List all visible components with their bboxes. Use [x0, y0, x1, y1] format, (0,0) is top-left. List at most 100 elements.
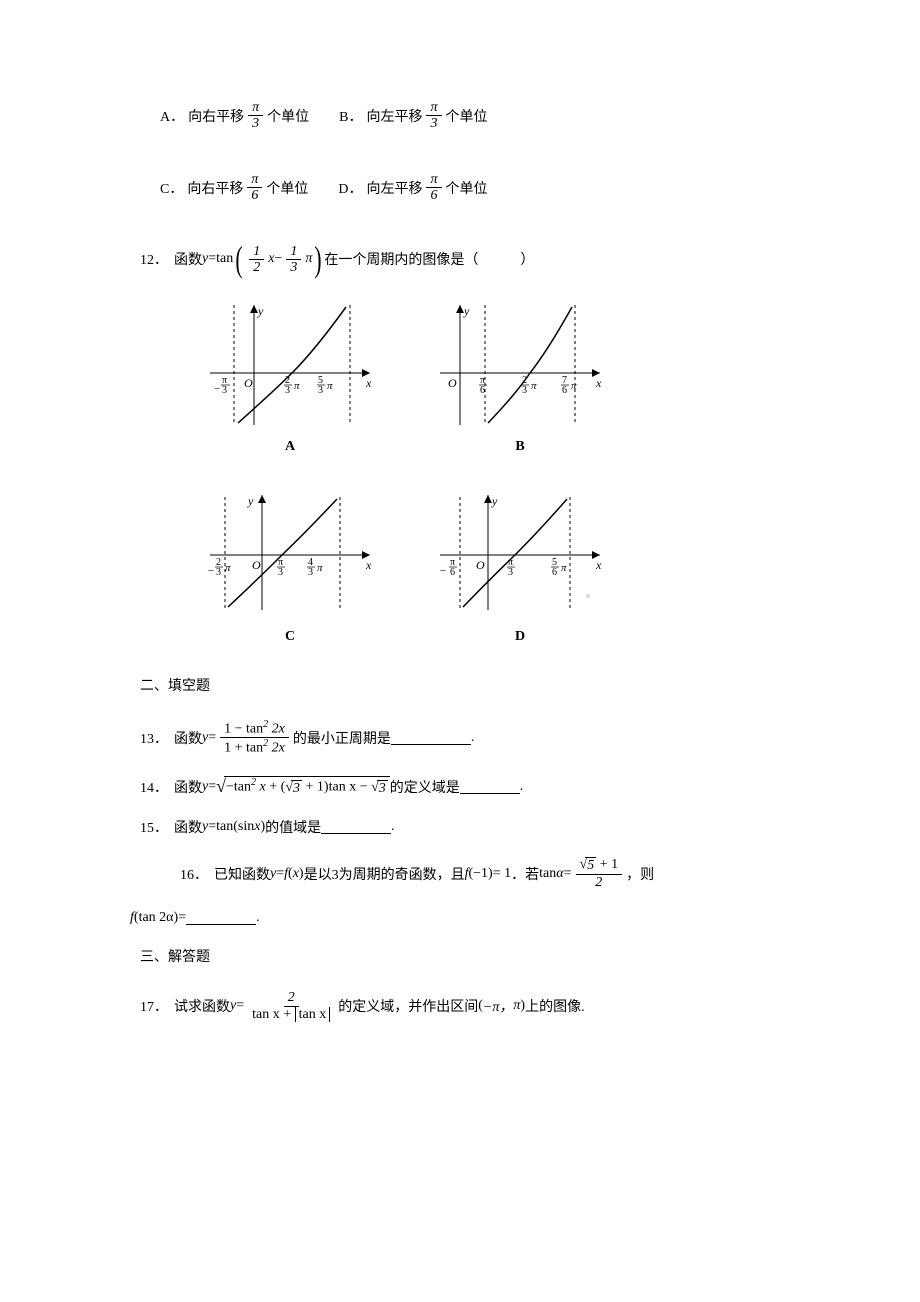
- svg-text:y: y: [491, 494, 498, 508]
- option-c-frac: π 6: [247, 172, 262, 204]
- graph-b: y x O π6 23 π 76 π B: [430, 295, 610, 455]
- q14: 14． 函数 y = √ −tan2 x + (√3 + 1)tan x − √…: [140, 776, 780, 797]
- q17: 17． 试求函数 y = 2 tan x + tan x 的定义域，并作出区间 …: [140, 990, 780, 1022]
- q13-suffix: 的最小正周期是: [293, 728, 391, 748]
- q17-formula: y = 2 tan x + tan x: [230, 990, 338, 1022]
- option-a-text1: 向右平移: [188, 106, 244, 126]
- graph-d: y x O − π6 π3 56 π 。 D: [430, 485, 610, 645]
- svg-text:−: −: [440, 565, 446, 577]
- graph-row-2: y x O − 23 π π3 43 π C y x O − π: [200, 485, 780, 645]
- option-b: B． 向左平移 π 3 个单位: [339, 100, 487, 132]
- option-a: A． 向右平移 π 3 个单位: [160, 100, 309, 132]
- svg-text:O: O: [244, 376, 253, 390]
- option-c: C． 向右平移 π 6 个单位: [160, 172, 308, 204]
- graph-d-svg: y x O − π6 π3 56 π 。: [430, 485, 610, 625]
- svg-text:x: x: [365, 558, 372, 572]
- svg-text:π: π: [327, 380, 333, 392]
- svg-text:O: O: [476, 558, 485, 572]
- svg-text:O: O: [252, 558, 261, 572]
- svg-text:23: 23: [216, 557, 221, 578]
- q13-period: .: [471, 730, 475, 746]
- option-a-frac: π 3: [248, 100, 263, 132]
- svg-text:x: x: [595, 558, 602, 572]
- option-b-frac: π 3: [426, 100, 441, 132]
- option-d-label: D．: [338, 178, 362, 198]
- q15-prefix: 函数: [174, 817, 202, 837]
- q14-prefix: 函数: [174, 777, 202, 797]
- svg-text:π6: π6: [450, 557, 455, 578]
- q14-period: .: [520, 779, 524, 795]
- section-3-title: 三、解答题: [140, 946, 780, 966]
- q15-num: 15．: [140, 817, 168, 837]
- graph-c-label: C: [285, 629, 295, 645]
- option-d: D． 向左平移 π 6 个单位: [338, 172, 487, 204]
- graph-row-1: y x O − π3 23 π 53 π A y x O π6: [200, 295, 780, 455]
- q14-suffix: 的定义域是: [390, 777, 460, 797]
- svg-text:−: −: [208, 565, 214, 577]
- svg-text:x: x: [365, 376, 372, 390]
- q14-blank: [460, 780, 520, 794]
- svg-text:π: π: [294, 380, 300, 392]
- q13-blank: [391, 731, 471, 745]
- q12-prefix: 函数: [174, 249, 202, 269]
- q11-options-row-2: C． 向右平移 π 6 个单位 D． 向左平移 π 6 个单位: [140, 172, 780, 204]
- svg-text:π: π: [317, 562, 323, 574]
- option-a-label: A．: [160, 106, 184, 126]
- svg-text:π3: π3: [508, 557, 513, 578]
- graph-a-svg: y x O − π3 23 π 53 π: [200, 295, 380, 435]
- svg-text:23: 23: [285, 375, 290, 396]
- svg-text:。: 。: [586, 589, 596, 600]
- option-b-label: B．: [339, 106, 362, 126]
- q16: 16． 已知函数 y = f ( x ) 是以3为周期的奇函数，且 f ( −1…: [140, 857, 780, 890]
- section-2-title: 二、填空题: [140, 675, 780, 695]
- q17-t3: 上的图像.: [525, 996, 585, 1016]
- graph-a: y x O − π3 23 π 53 π A: [200, 295, 380, 455]
- q15: 15． 函数 y = tan ( sin x ) 的值域是 .: [140, 817, 780, 837]
- option-d-text1: 向左平移: [366, 178, 422, 198]
- svg-text:π3: π3: [222, 375, 227, 396]
- graph-d-label: D: [515, 629, 525, 645]
- q14-formula: y = √ −tan2 x + (√3 + 1)tan x − √3: [202, 776, 390, 797]
- svg-text:23: 23: [522, 375, 527, 396]
- q15-formula: y = tan ( sin x ): [202, 819, 265, 835]
- q13-formula: y = 1 − tan2 2x 1 + tan2 2x: [202, 719, 293, 756]
- q12: 12． 函数 y = tan ( 1 2 x − 1 3 π ) 在一个周期内的…: [140, 244, 780, 276]
- q15-period: .: [391, 819, 395, 835]
- q16-t2: 是以3为周期的奇函数，且: [304, 864, 465, 884]
- svg-text:−: −: [214, 383, 220, 395]
- q16-blank: [186, 911, 256, 925]
- svg-text:π: π: [225, 562, 231, 574]
- q16-t1: 已知函数: [214, 864, 270, 884]
- q13-num: 13．: [140, 728, 168, 748]
- q16-line2: f ( tan 2α ) = .: [130, 910, 780, 926]
- q15-suffix: 的值域是: [265, 817, 321, 837]
- svg-text:76: 76: [562, 375, 567, 396]
- option-c-text2: 个单位: [266, 178, 308, 198]
- svg-text:56: 56: [552, 557, 557, 578]
- svg-text:O: O: [448, 376, 457, 390]
- svg-text:π: π: [531, 380, 537, 392]
- q12-num: 12．: [140, 249, 168, 269]
- graph-a-label: A: [285, 439, 295, 455]
- option-c-label: C．: [160, 178, 183, 198]
- svg-text:y: y: [257, 304, 264, 318]
- svg-text:π6: π6: [480, 375, 485, 396]
- q14-num: 14．: [140, 777, 168, 797]
- graph-b-label: B: [515, 439, 524, 455]
- q16-t3: ．若: [511, 864, 539, 884]
- q17-t1: 试求函数: [174, 996, 230, 1016]
- option-b-text1: 向左平移: [366, 106, 422, 126]
- q16-t4: ，则: [626, 864, 654, 884]
- q15-blank: [321, 820, 391, 834]
- q12-formula: y = tan ( 1 2 x − 1 3 π ): [202, 244, 324, 276]
- q16-num: 16．: [180, 864, 208, 884]
- svg-text:43: 43: [308, 557, 313, 578]
- svg-text:x: x: [595, 376, 602, 390]
- svg-text:π: π: [561, 562, 567, 574]
- q17-num: 17．: [140, 996, 168, 1016]
- q16-period: .: [256, 910, 260, 926]
- option-a-text2: 个单位: [267, 106, 309, 126]
- svg-text:y: y: [463, 304, 470, 318]
- graph-b-svg: y x O π6 23 π 76 π: [430, 295, 610, 435]
- q17-t2: 的定义域，并作出区间: [338, 996, 478, 1016]
